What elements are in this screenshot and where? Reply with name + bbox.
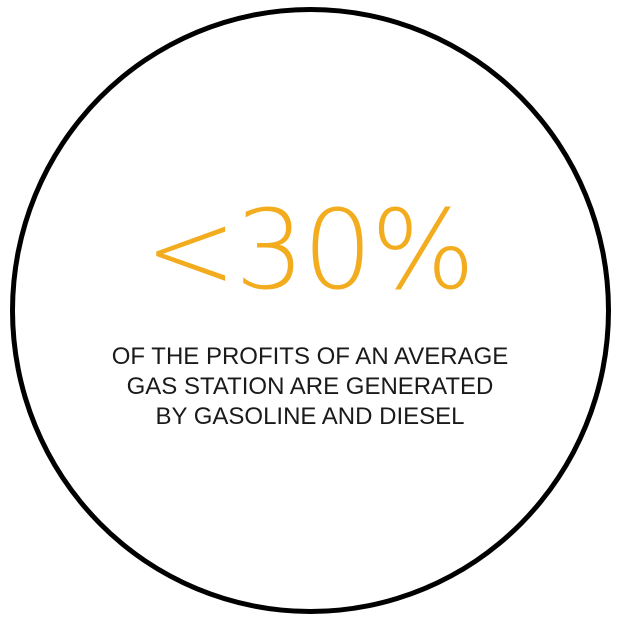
percentage-stat: <30% bbox=[144, 186, 476, 314]
caption-line-3: BY GASOLINE AND DIESEL bbox=[155, 403, 465, 430]
caption-line-1: OF THE PROFITS OF AN AVERAGE bbox=[111, 343, 509, 370]
stat-caption: OF THE PROFITS OF AN AVERAGE GAS STATION… bbox=[90, 342, 530, 432]
circle-frame bbox=[10, 7, 611, 614]
caption-line-2: GAS STATION ARE GENERATED bbox=[126, 373, 494, 400]
